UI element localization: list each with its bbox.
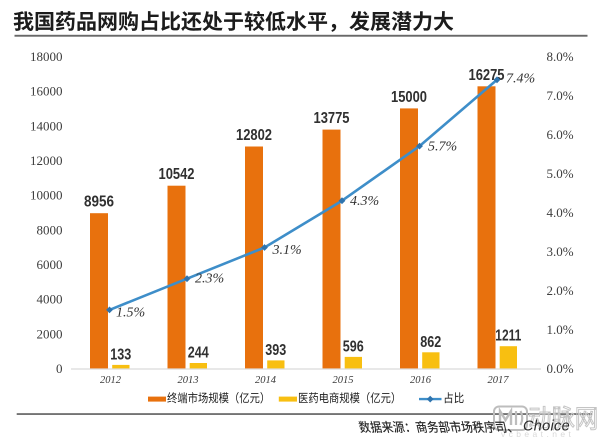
- svg-text:5.7%: 5.7%: [428, 140, 457, 155]
- svg-text:1211: 1211: [495, 328, 521, 345]
- svg-text:3.0%: 3.0%: [547, 244, 574, 259]
- svg-text:596: 596: [343, 338, 364, 355]
- svg-text:16000: 16000: [30, 84, 63, 99]
- svg-text:Choice: Choice: [523, 419, 570, 435]
- svg-text:1.5%: 1.5%: [116, 305, 145, 320]
- svg-text:7.0%: 7.0%: [547, 88, 574, 103]
- svg-text:0: 0: [56, 361, 63, 376]
- svg-text:10542: 10542: [159, 166, 195, 183]
- svg-text:vcbeat.net: vcbeat.net: [501, 429, 574, 439]
- svg-text:8000: 8000: [37, 222, 63, 237]
- svg-text:7.4%: 7.4%: [506, 71, 535, 86]
- svg-text:15000: 15000: [391, 89, 427, 106]
- svg-text:2.3%: 2.3%: [195, 272, 224, 287]
- svg-text:2013: 2013: [178, 375, 199, 386]
- svg-text:2.0%: 2.0%: [547, 283, 574, 298]
- svg-text:13775: 13775: [314, 110, 350, 127]
- svg-text:2014: 2014: [255, 375, 277, 386]
- svg-text:1.0%: 1.0%: [547, 322, 574, 337]
- svg-text:2015: 2015: [333, 375, 354, 386]
- svg-text:10000: 10000: [30, 188, 63, 203]
- svg-text:8956: 8956: [84, 194, 114, 211]
- svg-text:2012: 2012: [100, 375, 122, 386]
- svg-text:0.0%: 0.0%: [547, 361, 574, 376]
- svg-text:2016: 2016: [410, 375, 432, 386]
- svg-text:12000: 12000: [30, 153, 63, 168]
- svg-text:2017: 2017: [488, 375, 510, 386]
- svg-text:5.0%: 5.0%: [547, 166, 574, 181]
- svg-text:244: 244: [188, 345, 209, 362]
- svg-text:4000: 4000: [37, 292, 63, 307]
- svg-text:6000: 6000: [37, 257, 63, 272]
- svg-text:2000: 2000: [37, 326, 63, 341]
- svg-text:6.0%: 6.0%: [547, 127, 574, 142]
- svg-text:18000: 18000: [30, 49, 63, 64]
- svg-text:8.0%: 8.0%: [547, 49, 574, 64]
- svg-text:16275: 16275: [469, 67, 505, 84]
- svg-text:393: 393: [265, 342, 286, 359]
- svg-text:133: 133: [110, 346, 131, 363]
- svg-text:4.3%: 4.3%: [350, 194, 379, 209]
- svg-text:12802: 12802: [236, 127, 272, 144]
- svg-text:14000: 14000: [30, 118, 63, 133]
- svg-text:862: 862: [420, 334, 441, 351]
- svg-text:4.0%: 4.0%: [547, 205, 574, 220]
- svg-text:3.1%: 3.1%: [272, 243, 302, 258]
